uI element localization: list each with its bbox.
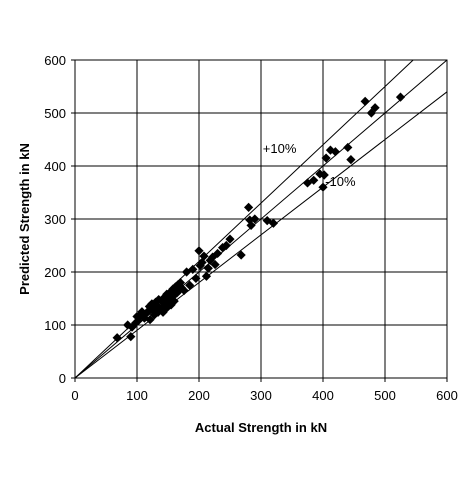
- data-point: [195, 261, 205, 271]
- data-point: [201, 271, 212, 281]
- data-point: [126, 332, 136, 342]
- data-point: [309, 175, 319, 185]
- x-tick-label: 400: [312, 388, 334, 403]
- data-point: [321, 153, 331, 163]
- data-point: [203, 263, 213, 273]
- data-point: [268, 218, 278, 228]
- data-point: [395, 92, 406, 102]
- data-point: [213, 248, 223, 259]
- data-point: [133, 316, 143, 326]
- plot-area: 0 100 200 300 400 500 600 0100200300400500600 …: [44, 53, 458, 403]
- data-point: [191, 273, 201, 283]
- x-axis-title: Actual Strength in kN: [195, 420, 327, 435]
- data-point: [177, 283, 187, 293]
- x-tick-label: 0: [71, 388, 78, 403]
- data-point: [185, 280, 195, 290]
- data-point: [236, 250, 246, 260]
- data-point: [112, 333, 122, 343]
- data-point: [188, 264, 198, 274]
- data-point: [153, 307, 163, 317]
- y-tick-label: 500: [44, 106, 66, 121]
- data-point: [315, 169, 325, 179]
- data-point: [194, 246, 204, 256]
- data-point: [244, 202, 254, 212]
- y-tick-label: 600: [44, 53, 66, 68]
- x-tick-label: 300: [250, 388, 272, 403]
- data-point: [169, 296, 179, 306]
- data-points: [112, 92, 406, 343]
- x-tick-label: 500: [374, 388, 396, 403]
- annotation-label: +10%: [263, 141, 297, 156]
- data-point: [370, 103, 380, 113]
- data-point: [179, 285, 189, 296]
- x-tick-label: 200: [188, 388, 210, 403]
- data-point: [366, 108, 376, 118]
- data-point: [167, 292, 177, 302]
- data-point: [199, 251, 209, 261]
- x-tick-label: 600: [436, 388, 458, 403]
- data-point: [346, 155, 356, 165]
- annotations: +10% -10%: [263, 141, 356, 189]
- x-axis-ticks: 0 100 200 300 400 500 600: [71, 378, 458, 403]
- data-point: [250, 214, 260, 224]
- data-point: [158, 307, 168, 317]
- data-point: [197, 257, 207, 268]
- data-point: [210, 259, 220, 270]
- minus-ten-percent-line: [74, 91, 448, 379]
- data-point: [145, 315, 155, 325]
- y-axis-ticks: 0 100 200 300 400 500 600: [44, 53, 75, 386]
- data-point: [155, 304, 166, 314]
- y-tick-label: 300: [44, 212, 66, 227]
- data-point: [225, 234, 235, 244]
- data-point: [175, 278, 185, 288]
- x-tick-label: 100: [126, 388, 148, 403]
- data-point: [319, 170, 329, 180]
- annotation-label: -10%: [325, 174, 356, 189]
- data-point: [172, 288, 182, 298]
- y-tick-label: 100: [44, 318, 66, 333]
- data-point: [246, 220, 256, 230]
- data-point: [330, 147, 340, 157]
- y-tick-label: 0: [59, 371, 66, 386]
- data-point: [143, 306, 153, 316]
- data-point: [318, 182, 328, 192]
- data-point: [157, 296, 167, 306]
- data-point: [221, 240, 231, 251]
- y-axis-title: Predicted Strength in kN: [17, 143, 32, 295]
- data-point: [360, 96, 370, 106]
- y-tick-label: 400: [44, 159, 66, 174]
- data-point: [343, 142, 353, 153]
- y-tick-label: 200: [44, 265, 66, 280]
